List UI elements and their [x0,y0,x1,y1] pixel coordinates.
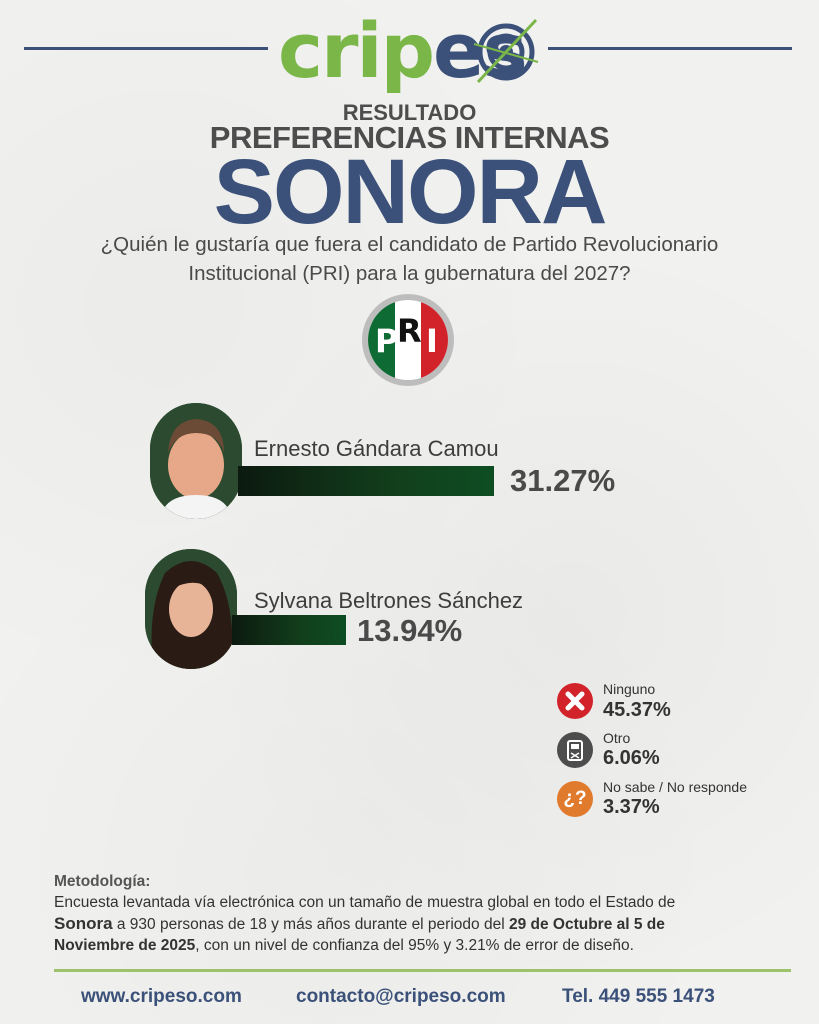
question-mark-icon: ¿? [557,781,593,817]
candidate-value-2: 13.94% [357,613,463,648]
subtitle: PREFERENCIAS INTERNAS [209,120,610,155]
x-icon [557,683,593,719]
option-value-1: 45.37% [603,699,671,721]
candidate-name-1: Ernesto Gándara Camou [254,436,499,461]
pri-letter-p: P [375,322,399,360]
pri-letter-i: I [426,322,438,360]
option-value-2: 6.06% [603,747,660,769]
option-value-3: 3.37% [603,796,660,818]
candidate-name-2: Sylvana Beltrones Sánchez [254,588,524,613]
candidate-avatar-2 [145,549,237,669]
pri-logo-icon: P R I [362,294,454,386]
header-line-left [24,47,268,50]
ballot-box-icon [557,732,593,768]
pri-letter-r: R [397,312,422,350]
option-label-3: No sabe / No responde [603,779,747,795]
result-label: RESULTADO [342,100,477,125]
footer-divider [54,969,791,972]
candidate-avatar-1 [150,403,242,519]
methodology-title: Metodología: [54,873,151,890]
website-link[interactable]: www.cripeso.com [81,986,242,1007]
phone-link[interactable]: Tel. 449 555 1473 [562,986,715,1007]
candidate-value-1: 31.27% [510,463,616,498]
email-link[interactable]: contacto@cripeso.com [296,986,506,1007]
header-line-right [548,47,792,50]
option-label-1: Ninguno [603,681,656,697]
option-label-2: Otro [603,730,631,746]
target-logo-icon [473,18,539,84]
methodology-text: Encuesta levantada vía electrónica con u… [54,894,676,954]
candidate-bar-1 [238,466,494,496]
candidate-bar-2 [232,615,346,645]
page-title: SONORA [213,141,608,243]
question-text: ¿Quién le gustaría que fuera el candidat… [100,233,719,285]
